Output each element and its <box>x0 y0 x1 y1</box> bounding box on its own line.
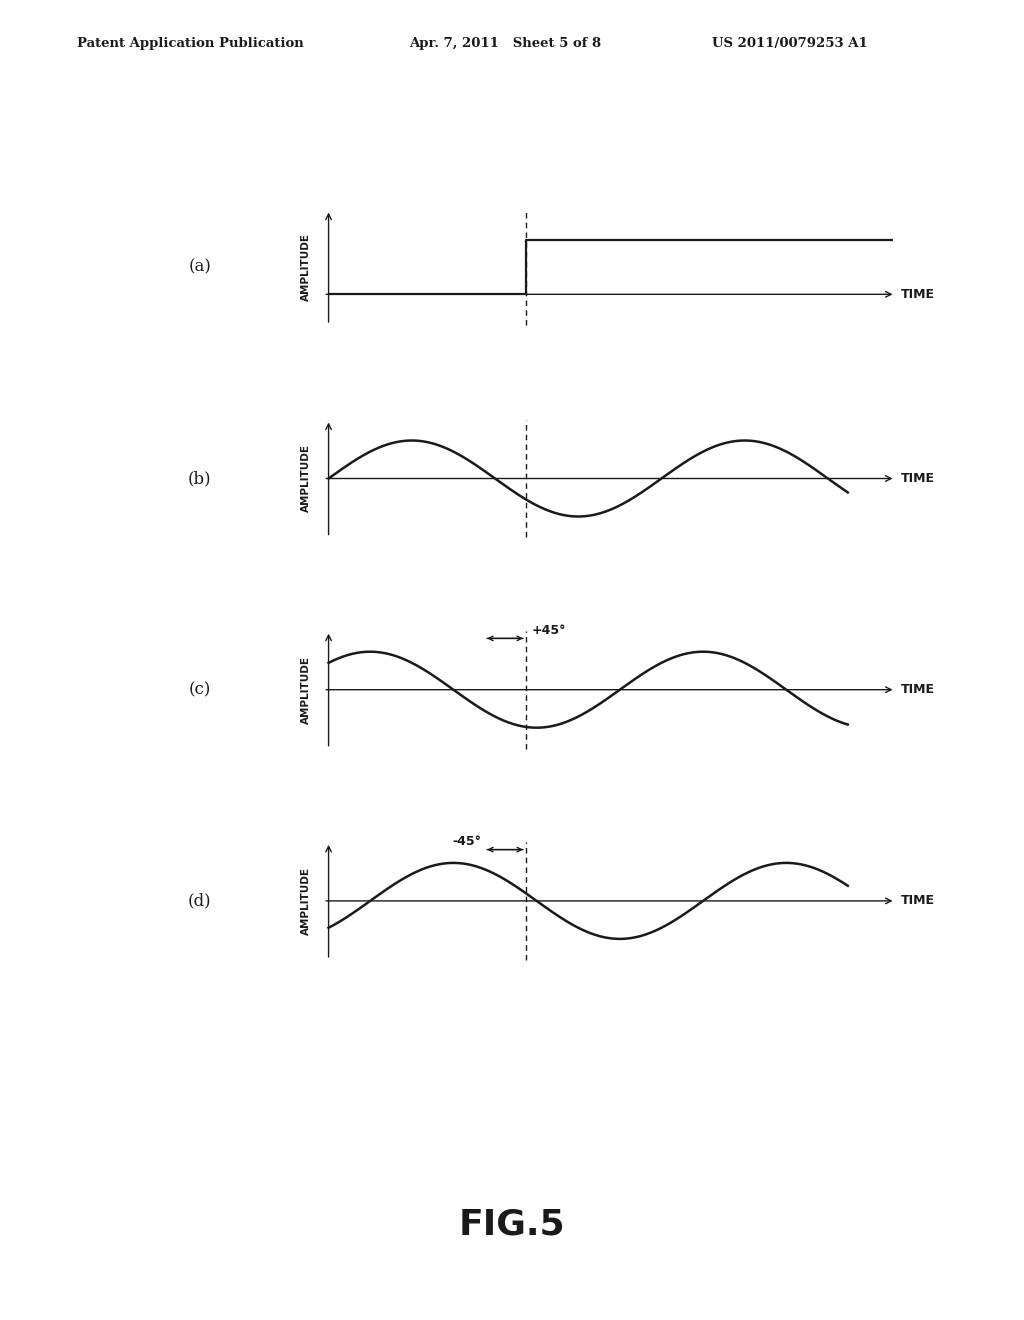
Text: +45°: +45° <box>531 623 565 636</box>
Text: AMPLITUDE: AMPLITUDE <box>301 445 311 512</box>
Text: Patent Application Publication: Patent Application Publication <box>77 37 303 50</box>
Text: (a): (a) <box>188 259 211 276</box>
Text: TIME: TIME <box>901 684 935 696</box>
Text: AMPLITUDE: AMPLITUDE <box>301 234 311 301</box>
Text: AMPLITUDE: AMPLITUDE <box>301 656 311 723</box>
Text: Apr. 7, 2011   Sheet 5 of 8: Apr. 7, 2011 Sheet 5 of 8 <box>410 37 602 50</box>
Text: TIME: TIME <box>901 473 935 484</box>
Text: -45°: -45° <box>453 834 481 847</box>
Text: US 2011/0079253 A1: US 2011/0079253 A1 <box>712 37 867 50</box>
Text: (b): (b) <box>187 470 212 487</box>
Text: (d): (d) <box>187 892 212 909</box>
Text: (c): (c) <box>188 681 211 698</box>
Text: FIG.5: FIG.5 <box>459 1208 565 1242</box>
Text: AMPLITUDE: AMPLITUDE <box>301 867 311 935</box>
Text: TIME: TIME <box>901 895 935 907</box>
Text: TIME: TIME <box>901 288 935 301</box>
